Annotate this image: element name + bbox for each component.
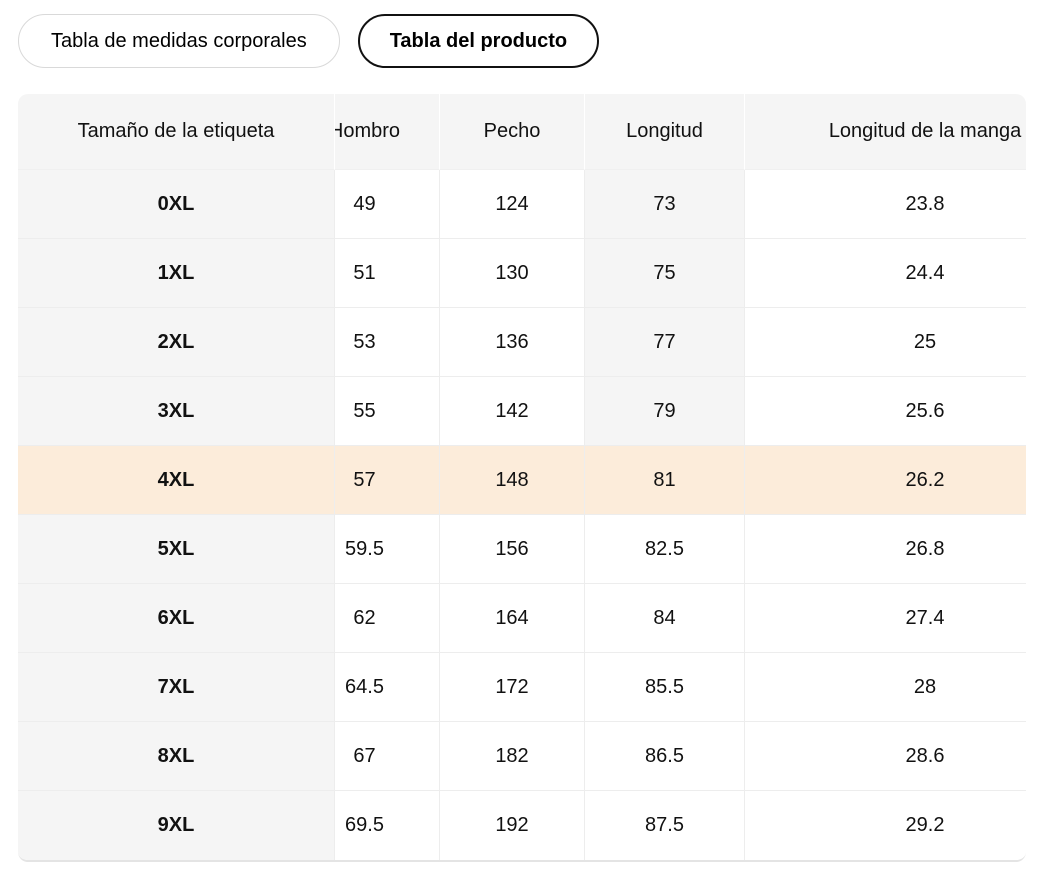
table-row: 0XL 49 124 73 23.8 — [18, 170, 1026, 239]
measurement-cell: 26.2 — [745, 446, 1026, 515]
column-header-length: Longitud — [585, 94, 745, 170]
measurement-cell: 75 — [585, 239, 745, 308]
measurement-cell: 192 — [440, 791, 585, 860]
measurement-cell: 85.5 — [585, 653, 745, 722]
size-label-cell: 6XL — [18, 584, 335, 653]
measurement-cell: 124 — [440, 170, 585, 239]
measurement-cell: 23.8 — [745, 170, 1026, 239]
measurement-cell: 28 — [745, 653, 1026, 722]
measurement-cell: 24.4 — [745, 239, 1026, 308]
table-row: 6XL 62 164 84 27.4 — [18, 584, 1026, 653]
measurement-cell: 28.6 — [745, 722, 1026, 791]
measurement-cell: 29.2 — [745, 791, 1026, 860]
table-row: 3XL 55 142 79 25.6 — [18, 377, 1026, 446]
column-header-sleeve-length: Longitud de la manga — [745, 94, 1026, 170]
measurement-cell: 27.4 — [745, 584, 1026, 653]
size-label-cell: 4XL — [18, 446, 335, 515]
measurement-cell: 148 — [440, 446, 585, 515]
measurement-cell: 77 — [585, 308, 745, 377]
table-row-highlighted: 4XL 57 148 81 26.2 — [18, 446, 1026, 515]
measurement-cell: 86.5 — [585, 722, 745, 791]
measurement-cell: 25 — [745, 308, 1026, 377]
measurement-cell: 26.8 — [745, 515, 1026, 584]
table-row: 1XL 51 130 75 24.4 — [18, 239, 1026, 308]
measurement-cell: 136 — [440, 308, 585, 377]
size-label-cell: 5XL — [18, 515, 335, 584]
column-header-chest: Pecho — [440, 94, 585, 170]
measurement-cell: 130 — [440, 239, 585, 308]
column-header-label-size: Tamaño de la etiqueta — [18, 94, 335, 170]
measurement-cell: 81 — [585, 446, 745, 515]
size-table-scroll[interactable]: Tamaño de la etiqueta Hombro Pecho Longi… — [18, 94, 1026, 862]
table-row: 7XL 64.5 172 85.5 28 — [18, 653, 1026, 722]
table-row: 9XL 69.5 192 87.5 29.2 — [18, 791, 1026, 860]
measurement-cell: 87.5 — [585, 791, 745, 860]
measurement-cell: 73 — [585, 170, 745, 239]
measurement-cell: 156 — [440, 515, 585, 584]
measurement-cell: 82.5 — [585, 515, 745, 584]
size-label-cell: 1XL — [18, 239, 335, 308]
measurement-cell: 25.6 — [745, 377, 1026, 446]
size-chart-tabs: Tabla de medidas corporales Tabla del pr… — [0, 0, 1044, 68]
size-label-cell: 7XL — [18, 653, 335, 722]
measurement-cell: 164 — [440, 584, 585, 653]
table-row: 5XL 59.5 156 82.5 26.8 — [18, 515, 1026, 584]
measurement-cell: 182 — [440, 722, 585, 791]
size-label-cell: 8XL — [18, 722, 335, 791]
header-row: Tamaño de la etiqueta Hombro Pecho Longi… — [18, 94, 1026, 170]
size-label-cell: 2XL — [18, 308, 335, 377]
size-label-cell: 0XL — [18, 170, 335, 239]
measurement-cell: 79 — [585, 377, 745, 446]
measurement-cell: 142 — [440, 377, 585, 446]
measurement-cell: 84 — [585, 584, 745, 653]
measurement-cell: 172 — [440, 653, 585, 722]
table-row: 8XL 67 182 86.5 28.6 — [18, 722, 1026, 791]
size-table: Tamaño de la etiqueta Hombro Pecho Longi… — [18, 94, 1026, 860]
size-label-cell: 9XL — [18, 791, 335, 860]
tab-body-measurements[interactable]: Tabla de medidas corporales — [18, 14, 340, 68]
size-label-cell: 3XL — [18, 377, 335, 446]
tab-product-table[interactable]: Tabla del producto — [357, 14, 600, 68]
table-row: 2XL 53 136 77 25 — [18, 308, 1026, 377]
